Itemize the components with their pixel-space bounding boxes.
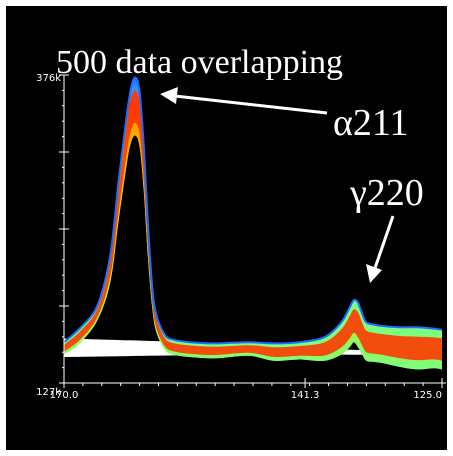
x-tick-label: 170.0: [50, 390, 79, 401]
y-tick-label: 376k: [36, 73, 61, 84]
arrowhead-icon: [366, 264, 382, 283]
envelope-top-line: [64, 76, 443, 345]
envelope-core-band: [64, 90, 442, 365]
x-tick-labels: 170.0 141.3 125.0: [50, 390, 442, 401]
plot-area: [64, 76, 443, 370]
y-axis-ticks: [59, 74, 69, 384]
y-tick-labels: 376k 127k: [36, 73, 61, 398]
x-axis-ticks: [63, 378, 443, 388]
arrow-to-alpha211: [160, 87, 328, 115]
x-tick-label: 125.0: [413, 390, 442, 401]
alpha211-label: α211: [333, 102, 409, 144]
gamma220-label: γ220: [349, 172, 424, 214]
x-tick-label: 141.3: [291, 390, 320, 401]
chart-panel: [6, 6, 447, 450]
arrowhead-icon: [160, 87, 178, 104]
headline-annotation: 500 data overlapping: [56, 44, 343, 81]
arrow-to-gamma220: [366, 215, 395, 283]
y-tick-label: 127k: [36, 387, 61, 398]
